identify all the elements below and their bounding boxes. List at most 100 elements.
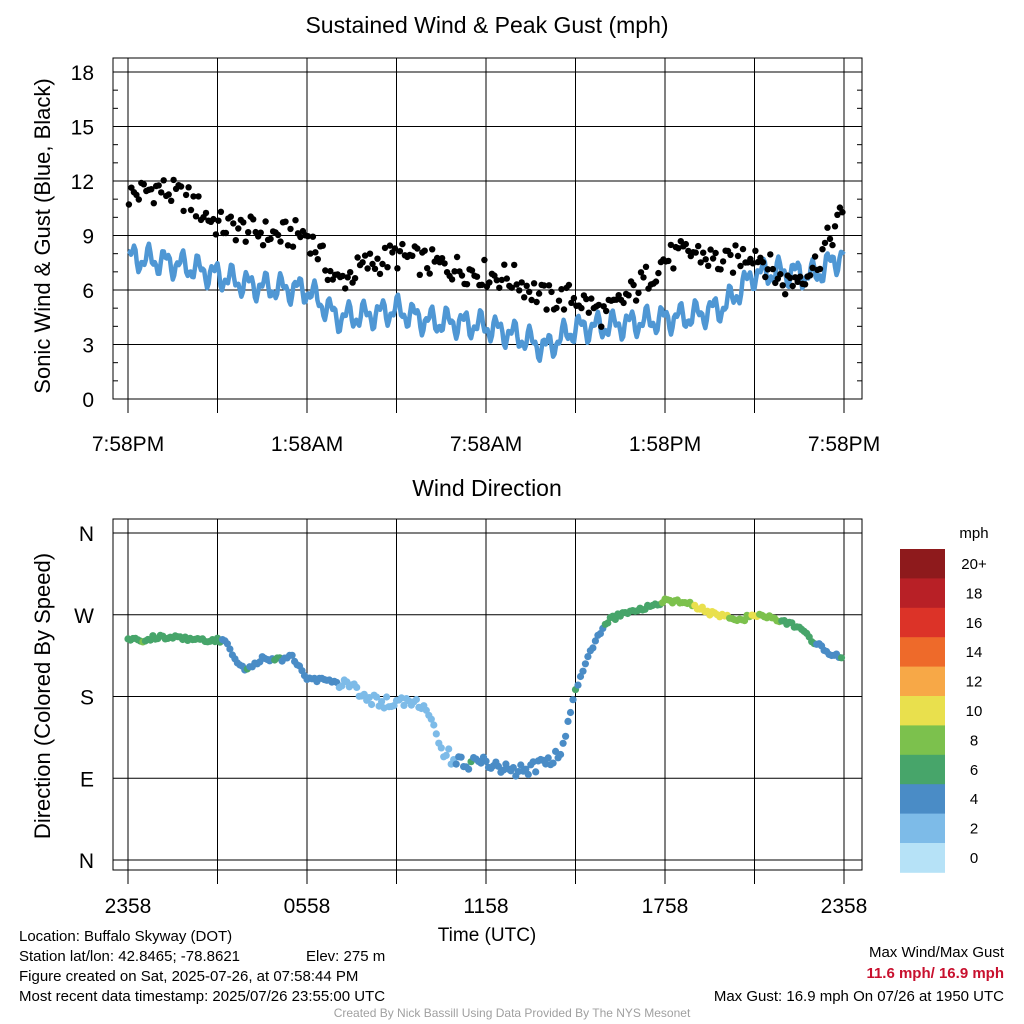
wind-xtick-label: 7:58AM (450, 433, 522, 456)
colorbar-label: 2 (970, 821, 978, 838)
gust-point (327, 267, 334, 275)
gust-point (518, 279, 525, 286)
gust-point (739, 245, 747, 253)
wind-xtick-label: 1:58AM (271, 433, 343, 456)
gust-point (135, 196, 142, 203)
wind-xtick-label: 7:58PM (808, 433, 880, 456)
gust-point (307, 250, 314, 257)
colorbar-label: 14 (966, 644, 983, 661)
colorbar-label: 0 (970, 850, 978, 867)
direction-point (837, 654, 846, 662)
gust-point (364, 265, 371, 272)
gust-point (702, 256, 709, 263)
gust-point (235, 225, 242, 232)
gust-point (839, 209, 846, 216)
direction-point (562, 732, 570, 740)
gust-point (190, 193, 197, 200)
gust-point (217, 208, 225, 215)
gust-point (165, 191, 172, 198)
wind-ytick-label: 18 (71, 62, 94, 85)
gust-point (150, 200, 157, 207)
gust-point (603, 307, 610, 315)
gust-point (655, 269, 662, 277)
gust-point (458, 272, 466, 279)
direction-xtick-label: 2358 (105, 895, 152, 918)
gust-point (670, 265, 677, 272)
gust-point (424, 265, 431, 272)
direction-point (559, 739, 567, 747)
gust-point (155, 182, 162, 189)
direction-point (581, 660, 590, 668)
sustained-wind-line (127, 241, 846, 364)
gust-point (787, 274, 794, 282)
direction-point (288, 651, 296, 659)
gust-point (620, 299, 627, 307)
gust-point (312, 249, 319, 256)
gust-point (806, 272, 814, 279)
gust-point (429, 246, 436, 253)
gust-point (125, 201, 133, 208)
wind-chart-gridlines (113, 58, 862, 399)
direction-chart-ylabel: Direction (Colored By Speed) (30, 553, 55, 839)
gust-point (752, 247, 759, 254)
gust-point (421, 247, 428, 254)
wind-ytick-label: 0 (82, 389, 94, 412)
colorbar-swatch (900, 578, 945, 609)
gust-point (282, 218, 289, 225)
gust-point (585, 309, 592, 316)
direction-point (579, 667, 587, 675)
gust-point (732, 242, 739, 249)
gust-point (834, 211, 841, 218)
colorbar-swatch (900, 637, 945, 667)
gust-point (667, 241, 675, 249)
direction-chart-axes: N E S W N 2358 0558 1158 1758 2358 (74, 523, 867, 918)
wind-ytick-label: 3 (82, 335, 94, 358)
gust-point (826, 235, 834, 243)
colorbar-label: 10 (966, 703, 983, 720)
gust-point (528, 296, 535, 304)
gust-point (493, 277, 500, 284)
direction-chart-points (124, 595, 846, 780)
gust-point (140, 181, 147, 188)
colorbar-swatch (900, 607, 945, 638)
gust-point (381, 244, 389, 252)
gust-point (821, 239, 829, 247)
gust-point (376, 270, 384, 278)
gust-point (652, 278, 660, 285)
gust-point (222, 229, 230, 237)
direction-point (584, 653, 592, 661)
gust-point (284, 242, 292, 249)
gust-point (232, 237, 239, 244)
direction-point (368, 700, 376, 709)
gust-point (749, 260, 757, 267)
direction-point (549, 759, 557, 767)
gust-point (366, 250, 374, 257)
direction-point (378, 698, 386, 706)
gust-point (685, 247, 692, 255)
gust-point (394, 265, 401, 272)
direction-point (569, 696, 577, 704)
gust-point (640, 274, 647, 281)
gust-point (600, 303, 607, 310)
gust-point (769, 265, 776, 273)
gust-point (304, 233, 312, 240)
gust-point (416, 271, 423, 278)
direction-point (400, 701, 408, 710)
wind-xtick-label: 7:58PM (92, 433, 164, 456)
wind-ytick-label: 15 (71, 117, 94, 140)
gust-point (535, 290, 543, 297)
colorbar-label: 4 (970, 791, 978, 808)
gust-point (709, 255, 717, 262)
gust-point (170, 176, 177, 184)
gust-point (635, 289, 642, 297)
direction-point (338, 682, 346, 690)
direction-point (482, 757, 490, 765)
colorbar-swatch (900, 784, 945, 814)
gust-point (568, 299, 575, 306)
gust-point (287, 225, 294, 233)
gust-point (707, 246, 714, 253)
gust-point (227, 213, 234, 220)
direction-point (427, 715, 435, 723)
max-summary-title: Max Wind/Max Gust (868, 944, 1004, 961)
